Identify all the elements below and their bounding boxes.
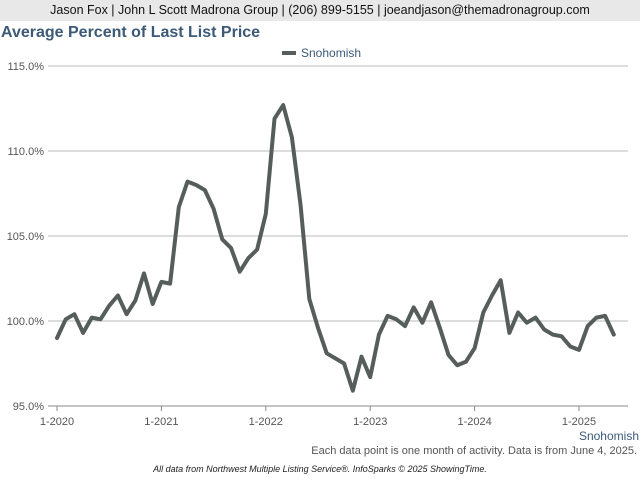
x-tick-label: 1-2025: [562, 416, 596, 428]
legend-swatch: [282, 51, 296, 55]
x-tick-label: 1-2022: [249, 416, 283, 428]
x-tick-label: 1-2020: [40, 416, 74, 428]
y-tick-label: 95.0%: [13, 401, 44, 413]
legend-label: Snohomish: [301, 46, 362, 60]
x-tick-label: 1-2024: [457, 416, 491, 428]
data-credit: All data from Northwest Multiple Listing…: [153, 464, 487, 474]
series-line-snohomish: [55, 103, 616, 393]
footer-series-label: Snohomish: [578, 429, 639, 443]
x-tick-label: 1-2023: [353, 416, 387, 428]
y-tick-label: 100.0%: [7, 316, 45, 328]
y-tick-label: 105.0%: [7, 231, 45, 243]
chart-legend: Snohomish: [282, 46, 361, 60]
data-note: Each data point is one month of activity…: [311, 445, 637, 457]
x-tick-label: 1-2021: [144, 416, 178, 428]
chart-title: Average Percent of Last List Price: [1, 24, 261, 41]
contact-header: Jason Fox | John L Scott Madrona Group |…: [0, 0, 640, 21]
y-tick-label: 110.0%: [8, 146, 45, 158]
y-tick-label: 115.0%: [8, 61, 45, 73]
